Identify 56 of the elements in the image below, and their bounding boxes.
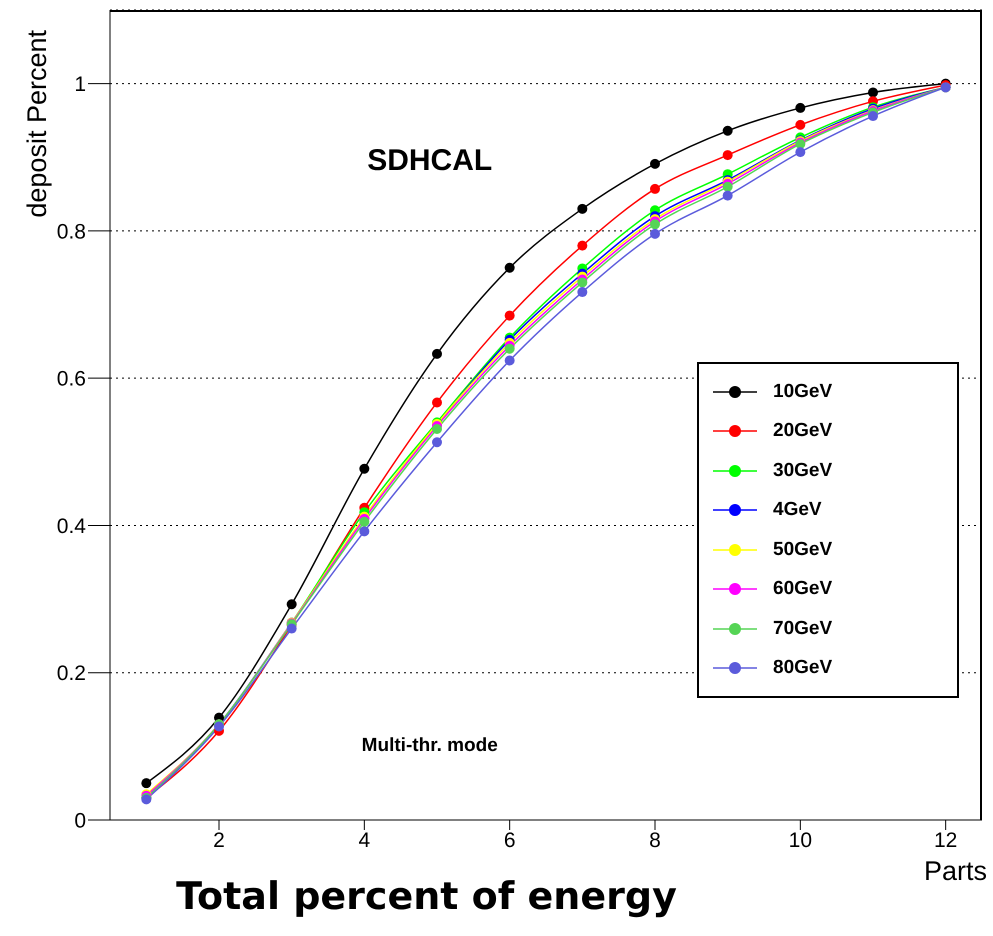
x-tick-label: 10 <box>788 828 812 852</box>
legend-label: 60GeV <box>773 578 832 600</box>
point <box>286 599 297 610</box>
point <box>577 287 588 298</box>
point <box>650 219 660 230</box>
point <box>795 147 806 158</box>
point <box>141 778 152 788</box>
point <box>722 190 733 201</box>
point <box>432 348 442 359</box>
legend-label: 4GeV <box>773 499 822 522</box>
y-tick-label: 1 <box>74 73 86 96</box>
annotation: Multi-thr. mode <box>362 735 498 758</box>
y-tick-label: 0.6 <box>56 368 86 391</box>
x-tick-label: 8 <box>649 828 661 852</box>
point <box>359 464 370 474</box>
point <box>504 262 515 273</box>
point <box>650 184 660 194</box>
x-axis-title: Parts <box>924 856 987 887</box>
text: Total percent of energy <box>175 874 678 918</box>
legend-label: 70GeV <box>773 618 832 640</box>
point <box>722 150 733 160</box>
point <box>722 182 733 192</box>
point <box>504 356 515 366</box>
point <box>577 204 588 214</box>
point <box>504 310 515 321</box>
x-tick-label: 2 <box>213 828 225 852</box>
point <box>286 624 297 634</box>
point <box>359 516 370 527</box>
point <box>868 111 878 122</box>
point <box>650 158 660 169</box>
point <box>432 437 442 448</box>
point <box>650 228 660 239</box>
point <box>504 344 515 354</box>
legend-label: 20GeV <box>773 420 832 442</box>
y-tick-label: 0.8 <box>56 220 86 244</box>
x-tick-label: 4 <box>358 828 370 852</box>
x-tick-label: 12 <box>934 828 958 852</box>
point <box>432 424 442 434</box>
point <box>577 277 588 288</box>
point <box>577 240 588 251</box>
legend-label: 50GeV <box>773 538 832 561</box>
y-axis-title: deposit Percent <box>22 30 53 218</box>
point <box>868 87 878 98</box>
y-tick-label: 0 <box>74 809 86 832</box>
y-tick-label: 0.4 <box>56 514 86 538</box>
x-tick-label: 6 <box>504 828 516 852</box>
point <box>722 126 733 136</box>
point <box>795 102 806 113</box>
y-tick-label: 0.2 <box>56 662 86 686</box>
point <box>795 120 806 130</box>
annotation: SDHCAL <box>367 144 492 178</box>
legend-label: 80GeV <box>773 657 832 680</box>
legend-label: 10GeV <box>773 380 832 403</box>
legend-label: 30GeV <box>773 460 832 482</box>
point <box>432 397 442 408</box>
point <box>359 526 370 536</box>
